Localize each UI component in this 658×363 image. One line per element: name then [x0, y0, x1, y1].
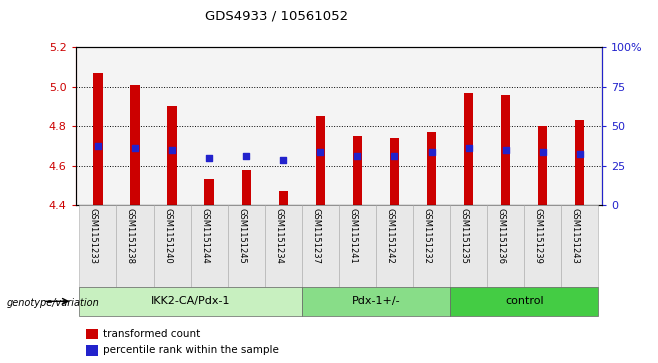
Text: percentile rank within the sample: percentile rank within the sample: [103, 345, 279, 355]
Text: GDS4933 / 10561052: GDS4933 / 10561052: [205, 9, 348, 22]
Point: [463, 145, 474, 151]
Text: transformed count: transformed count: [103, 329, 200, 339]
Point: [352, 153, 363, 159]
FancyBboxPatch shape: [413, 205, 450, 287]
Bar: [93, 73, 103, 205]
Text: GSM1151233: GSM1151233: [89, 208, 98, 264]
Text: GSM1151237: GSM1151237: [311, 208, 320, 264]
FancyBboxPatch shape: [302, 205, 339, 287]
Point: [574, 151, 585, 157]
Text: IKK2-CA/Pdx-1: IKK2-CA/Pdx-1: [151, 296, 230, 306]
Bar: [501, 95, 511, 205]
Point: [130, 145, 140, 151]
FancyBboxPatch shape: [302, 287, 450, 316]
Point: [241, 153, 251, 159]
Text: GSM1151240: GSM1151240: [163, 208, 172, 263]
Text: genotype/variation: genotype/variation: [7, 298, 99, 308]
Bar: [241, 170, 251, 205]
Bar: [86, 345, 98, 356]
FancyBboxPatch shape: [487, 205, 524, 287]
FancyBboxPatch shape: [116, 205, 153, 287]
Text: GSM1151238: GSM1151238: [126, 208, 135, 264]
FancyBboxPatch shape: [561, 205, 598, 287]
Point: [538, 149, 548, 155]
FancyBboxPatch shape: [153, 205, 191, 287]
Point: [390, 153, 400, 159]
Text: GSM1151243: GSM1151243: [571, 208, 580, 264]
Text: GSM1151239: GSM1151239: [534, 208, 543, 264]
Bar: [575, 120, 584, 205]
Bar: [278, 191, 288, 205]
Bar: [167, 106, 177, 205]
Text: GSM1151235: GSM1151235: [460, 208, 468, 264]
Bar: [390, 138, 399, 205]
Bar: [130, 85, 139, 205]
FancyBboxPatch shape: [339, 205, 376, 287]
Text: GSM1151232: GSM1151232: [422, 208, 432, 264]
FancyBboxPatch shape: [80, 205, 116, 287]
FancyBboxPatch shape: [376, 205, 413, 287]
Bar: [538, 126, 547, 205]
FancyBboxPatch shape: [450, 205, 487, 287]
Text: GSM1151244: GSM1151244: [200, 208, 209, 263]
Bar: [316, 116, 325, 205]
Text: GSM1151234: GSM1151234: [274, 208, 283, 264]
Text: GSM1151245: GSM1151245: [237, 208, 246, 263]
Bar: [86, 329, 98, 339]
Bar: [205, 179, 214, 205]
FancyBboxPatch shape: [228, 205, 265, 287]
Point: [166, 147, 177, 153]
FancyBboxPatch shape: [191, 205, 228, 287]
Text: GSM1151236: GSM1151236: [497, 208, 506, 264]
FancyBboxPatch shape: [524, 205, 561, 287]
Point: [204, 155, 215, 161]
Text: Pdx-1+/-: Pdx-1+/-: [351, 296, 400, 306]
Text: GSM1151241: GSM1151241: [348, 208, 357, 263]
Text: GSM1151242: GSM1151242: [386, 208, 395, 263]
Point: [501, 147, 511, 153]
FancyBboxPatch shape: [450, 287, 598, 316]
Point: [426, 149, 437, 155]
Bar: [464, 93, 473, 205]
FancyBboxPatch shape: [265, 205, 302, 287]
Point: [315, 149, 326, 155]
Text: control: control: [505, 296, 544, 306]
Bar: [353, 136, 362, 205]
Point: [278, 157, 288, 163]
FancyBboxPatch shape: [80, 287, 302, 316]
Bar: [427, 132, 436, 205]
Point: [93, 143, 103, 149]
